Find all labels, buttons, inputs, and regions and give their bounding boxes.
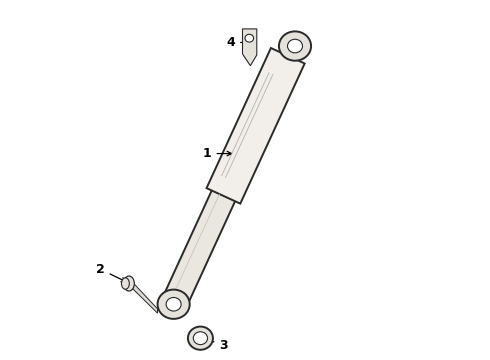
Text: 3: 3	[201, 337, 228, 352]
Ellipse shape	[188, 327, 213, 350]
Text: 4: 4	[226, 36, 251, 49]
Polygon shape	[207, 175, 243, 204]
Ellipse shape	[245, 34, 253, 42]
Ellipse shape	[122, 278, 129, 289]
Ellipse shape	[279, 31, 311, 61]
Polygon shape	[131, 280, 158, 313]
Polygon shape	[162, 175, 243, 310]
Polygon shape	[207, 48, 305, 204]
Ellipse shape	[123, 276, 134, 291]
Ellipse shape	[166, 297, 181, 311]
Ellipse shape	[193, 332, 208, 345]
Text: 1: 1	[203, 147, 232, 160]
Polygon shape	[243, 29, 257, 66]
Ellipse shape	[288, 39, 302, 53]
Ellipse shape	[158, 289, 190, 319]
Text: 2: 2	[96, 263, 126, 282]
